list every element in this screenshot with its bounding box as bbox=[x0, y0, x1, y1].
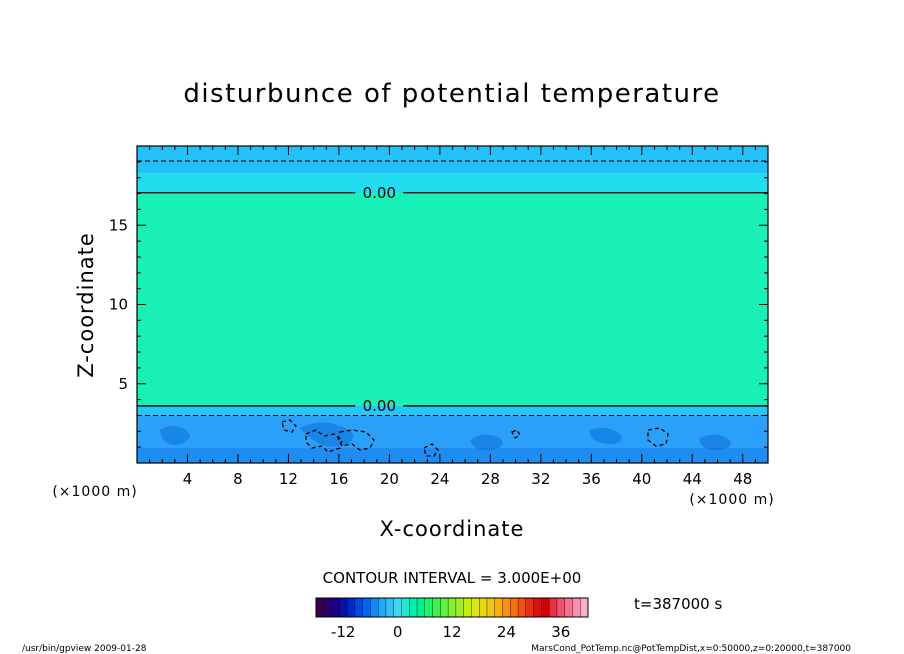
colorbar-swatch bbox=[517, 597, 527, 618]
texture-blob bbox=[470, 434, 503, 451]
y-tick-label: 5 bbox=[118, 375, 128, 393]
colorbar-swatch bbox=[463, 597, 472, 618]
x-tick-label: 48 bbox=[733, 470, 752, 488]
colorbar-swatch bbox=[447, 597, 457, 618]
colorbar-swatch bbox=[494, 597, 504, 618]
y-axis: 5 10 15 bbox=[109, 161, 768, 448]
colorbar-tick-label: -12 bbox=[331, 623, 356, 641]
band-4 bbox=[137, 172, 768, 194]
colorbar-tick-label: 0 bbox=[393, 623, 403, 641]
chart-title: disturbunce of potential temperature bbox=[183, 79, 720, 109]
colorbar-swatch bbox=[541, 597, 550, 618]
texture-blob bbox=[699, 434, 731, 450]
colorbar-tick-label: 36 bbox=[551, 623, 570, 641]
x-tick-label: 40 bbox=[632, 470, 651, 488]
x-axis-title: X-coordinate bbox=[380, 517, 525, 541]
band-5 bbox=[137, 146, 768, 173]
texture-blob bbox=[589, 427, 622, 444]
y-tick-label: 15 bbox=[109, 216, 128, 234]
x-tick-label: 8 bbox=[233, 470, 243, 488]
texture-blob bbox=[300, 422, 354, 447]
colorbar-swatch bbox=[564, 597, 573, 618]
colorbar-swatch bbox=[323, 597, 333, 618]
neg-cell-17k bbox=[337, 429, 375, 451]
colorbar-swatch bbox=[331, 597, 340, 618]
colorbar-swatch bbox=[580, 597, 589, 618]
x-tick-label: 16 bbox=[329, 470, 348, 488]
contour-label-2: 0.00 bbox=[363, 397, 396, 415]
negative-contour-cells bbox=[281, 419, 669, 457]
contour-interval-text: CONTOUR INTERVAL = 3.000E+00 bbox=[323, 569, 582, 587]
band-2 bbox=[137, 405, 768, 416]
colorbar-frame bbox=[315, 597, 589, 618]
neg-cell-41k bbox=[647, 427, 669, 447]
band-3 bbox=[137, 193, 768, 406]
colorbar-swatch bbox=[339, 597, 348, 618]
y-axis-title: Z-coordinate bbox=[74, 232, 98, 378]
colorbar-swatch bbox=[525, 597, 535, 618]
colorbar-swatch bbox=[556, 597, 566, 618]
colorbar-swatch bbox=[385, 597, 395, 618]
colorbar-tick-label: 24 bbox=[497, 623, 516, 641]
x-tick-label: 4 bbox=[183, 470, 193, 488]
time-text: t=387000 s bbox=[634, 595, 722, 613]
neg-cell-30k bbox=[511, 429, 521, 439]
x-unit-label: (×1000 m) bbox=[689, 492, 774, 508]
x-tick-label: 12 bbox=[279, 470, 298, 488]
plot-area: 0.00 0.00 bbox=[137, 146, 768, 463]
y-tick-label: 10 bbox=[109, 296, 128, 314]
band-0 bbox=[137, 447, 768, 463]
colorbar-swatch bbox=[424, 597, 434, 618]
colorbar-swatch bbox=[471, 597, 480, 618]
x-tick-label: 32 bbox=[531, 470, 550, 488]
colorbar-swatch bbox=[455, 597, 465, 618]
contour-label-0: 0.00 bbox=[363, 184, 396, 202]
colorbar-swatch bbox=[486, 597, 496, 618]
x-axis: 4 8 12 16 20 24 28 32 36 40 44 48 bbox=[149, 146, 756, 488]
y-unit-label: (×1000 m) bbox=[52, 484, 137, 500]
x-tick-label: 44 bbox=[683, 470, 702, 488]
colorbar-swatch bbox=[401, 597, 410, 618]
colorbar-swatch bbox=[416, 597, 426, 618]
colorbar-swatch bbox=[354, 597, 364, 618]
colorbar-swatch bbox=[440, 597, 449, 618]
colorbar-swatch bbox=[346, 597, 356, 618]
neg-cell-23k bbox=[423, 443, 439, 457]
colorbar-swatch bbox=[533, 597, 542, 618]
colorbar bbox=[315, 597, 589, 618]
colorbar-swatch bbox=[377, 597, 387, 618]
footer-right: MarsCond_PotTemp.nc@PotTempDist,x=0:5000… bbox=[531, 644, 851, 654]
colorbar-tick-label: 12 bbox=[442, 623, 461, 641]
x-tick-label: 28 bbox=[481, 470, 500, 488]
contour-lines: 0.00 0.00 bbox=[137, 160, 768, 416]
colorbar-swatch bbox=[370, 597, 379, 618]
colorbar-swatch bbox=[362, 597, 371, 618]
texture-blob bbox=[160, 426, 190, 445]
lower-texture bbox=[160, 422, 731, 451]
colorbar-swatch bbox=[393, 597, 402, 618]
x-tick-label: 24 bbox=[430, 470, 449, 488]
colorbar-swatch bbox=[502, 597, 511, 618]
band-1 bbox=[137, 415, 768, 448]
colorbar-swatch bbox=[572, 597, 581, 618]
colorbar-swatch bbox=[548, 597, 558, 618]
colorbar-swatch bbox=[432, 597, 441, 618]
colorbar-swatch bbox=[510, 597, 519, 618]
footer-left: /usr/bin/gpview 2009-01-28 bbox=[22, 644, 147, 654]
colorbar-swatch bbox=[409, 597, 418, 618]
x-tick-label: 20 bbox=[380, 470, 399, 488]
colorbar-swatch bbox=[479, 597, 488, 618]
colorbar-ticks: -12 0 12 24 36 bbox=[331, 623, 570, 641]
color-bands bbox=[137, 146, 768, 463]
x-tick-label: 36 bbox=[582, 470, 601, 488]
colorbar-swatch bbox=[315, 597, 325, 618]
neg-cell-14k bbox=[305, 429, 343, 453]
